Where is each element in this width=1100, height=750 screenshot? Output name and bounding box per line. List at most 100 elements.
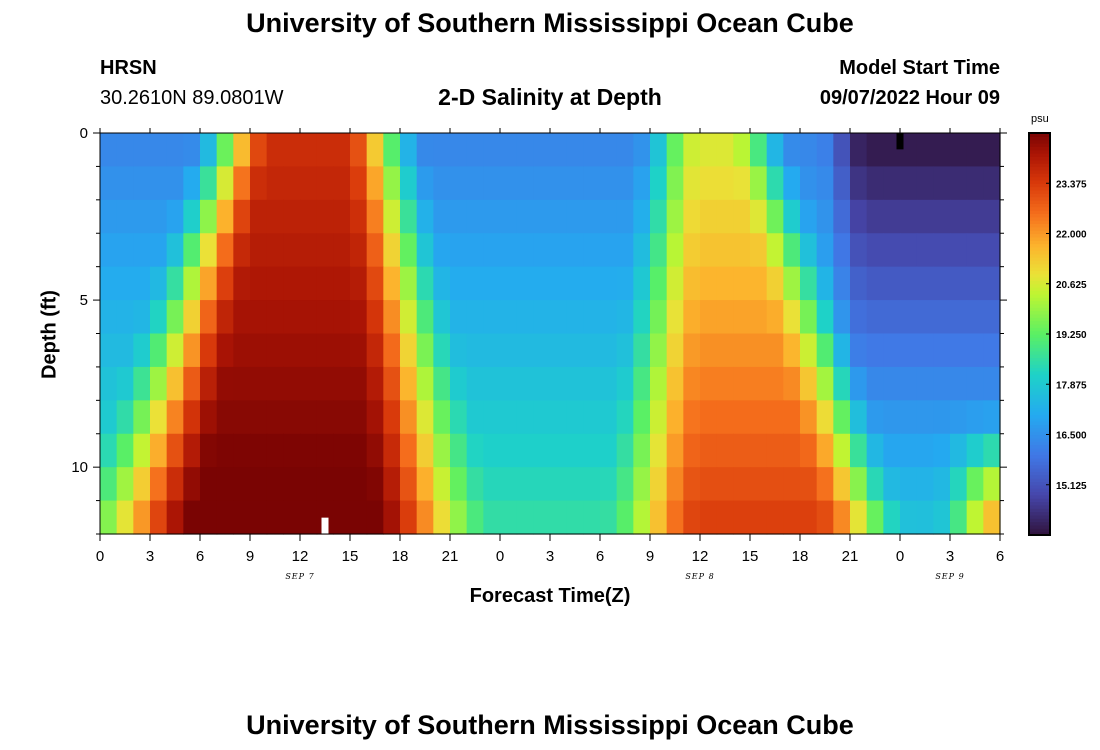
heatmap-cell	[116, 333, 134, 368]
heatmap-cell	[183, 166, 201, 201]
heatmap-cell	[316, 333, 334, 368]
heatmap-cell	[850, 366, 868, 401]
colorbar-segment	[1029, 300, 1050, 305]
colorbar-segment	[1029, 323, 1050, 328]
heatmap-cell	[916, 233, 934, 268]
heatmap-cell	[916, 300, 934, 335]
heatmap-cell	[400, 166, 418, 201]
heatmap-cell	[966, 500, 984, 535]
heatmap-cell	[266, 366, 284, 401]
heatmap-cell	[866, 266, 884, 301]
heatmap-cell	[816, 400, 834, 435]
heatmap-cell	[133, 233, 151, 268]
x-tick-label: 12	[692, 548, 709, 565]
heatmap-cell	[666, 500, 684, 535]
heatmap-cell	[666, 366, 684, 401]
x-tick-label: 3	[146, 548, 154, 565]
colorbar-segment	[1029, 330, 1050, 335]
colorbar-segment	[1029, 350, 1050, 355]
heatmap-cell	[966, 400, 984, 435]
heatmap-cell	[883, 133, 901, 168]
heatmap-cell	[683, 400, 701, 435]
heatmap-cell	[166, 199, 184, 234]
heatmap-cell	[350, 233, 368, 268]
heatmap-cell	[433, 333, 451, 368]
heatmap-cell	[366, 467, 384, 502]
heatmap-cell	[633, 300, 651, 335]
heatmap-cell	[133, 166, 151, 201]
heatmap-cell	[700, 266, 718, 301]
heatmap-cell	[733, 333, 751, 368]
heatmap-cell	[366, 300, 384, 335]
heatmap-cell	[150, 133, 168, 168]
heatmap-cell	[583, 233, 601, 268]
heatmap-cell	[333, 233, 351, 268]
heatmap-cell	[650, 133, 668, 168]
heatmap-cell	[183, 500, 201, 535]
heatmap-cell	[483, 333, 501, 368]
heatmap-cell	[616, 366, 634, 401]
heatmap-cell	[333, 133, 351, 168]
heatmap-cell	[100, 199, 118, 234]
colorbar-segment	[1029, 374, 1050, 379]
heatmap-cell	[233, 199, 251, 234]
colorbar-unit: psu	[1031, 113, 1049, 125]
heatmap-cell	[616, 199, 634, 234]
heatmap-cell	[100, 366, 118, 401]
heatmap-cell	[483, 500, 501, 535]
heatmap-cell	[950, 500, 968, 535]
heatmap-cell	[800, 166, 818, 201]
heatmap-cell	[750, 366, 768, 401]
x-tick-label: 0	[896, 548, 904, 565]
heatmap-cell	[383, 233, 401, 268]
heatmap-cell	[250, 266, 268, 301]
colorbar-segment	[1029, 367, 1050, 372]
heatmap-cell	[333, 333, 351, 368]
heatmap-cell	[266, 467, 284, 502]
colorbar-segment	[1029, 196, 1050, 201]
heatmap-cell	[250, 166, 268, 201]
heatmap-cell	[583, 199, 601, 234]
station-name: HRSN	[100, 57, 157, 79]
heatmap-cell	[366, 433, 384, 468]
heatmap-cell	[583, 467, 601, 502]
colorbar-segment	[1029, 153, 1050, 158]
heatmap-cell	[650, 333, 668, 368]
heatmap-cell	[416, 400, 434, 435]
colorbar-segment	[1029, 159, 1050, 164]
heatmap-cell	[100, 300, 118, 335]
x-tick-label: 21	[842, 548, 859, 565]
heatmap-cell	[516, 233, 534, 268]
heatmap-cell	[300, 400, 318, 435]
heatmap-cell	[566, 266, 584, 301]
heatmap-cell	[600, 333, 618, 368]
colorbar-segment	[1029, 206, 1050, 211]
heatmap-cell	[983, 400, 1001, 435]
page-title: University of Southern Mississippi Ocean…	[246, 8, 854, 38]
heatmap-cell	[966, 133, 984, 168]
heatmap-cell	[450, 233, 468, 268]
heatmap-cell	[483, 199, 501, 234]
heatmap-cell	[450, 366, 468, 401]
heatmap-cell	[766, 400, 784, 435]
heatmap-cell	[316, 500, 334, 535]
heatmap-cell	[250, 433, 268, 468]
heatmap-cell	[166, 433, 184, 468]
heatmap-cell	[900, 500, 918, 535]
y-tick-label: 10	[71, 459, 88, 476]
heatmap-cell	[383, 500, 401, 535]
colorbar-tick-label: 19.250	[1056, 330, 1087, 341]
colorbar-segment	[1029, 334, 1050, 338]
colorbar-segment	[1029, 203, 1050, 208]
heatmap-cell	[400, 500, 418, 535]
heatmap-cell	[566, 467, 584, 502]
heatmap-cell	[400, 333, 418, 368]
heatmap-cell	[450, 166, 468, 201]
heatmap-cell	[916, 400, 934, 435]
heatmap-cell	[250, 400, 268, 435]
heatmap-cell	[300, 233, 318, 268]
heatmap-cell	[900, 400, 918, 435]
heatmap-cell	[366, 400, 384, 435]
heatmap-cell	[483, 433, 501, 468]
heatmap-cell	[883, 433, 901, 468]
